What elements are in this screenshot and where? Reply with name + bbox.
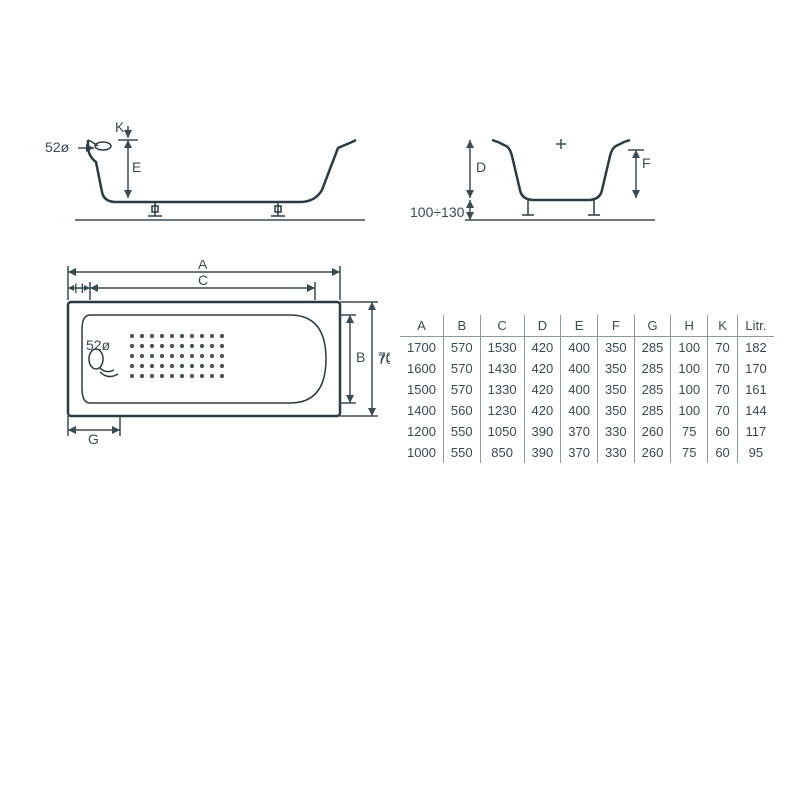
label-b: B <box>356 349 365 365</box>
table-row: 120055010503903703302607560117 <box>400 421 774 442</box>
col-a: A <box>400 315 443 337</box>
col-h: H <box>671 315 708 337</box>
label-g: G <box>88 431 99 447</box>
cross-section: D F 100÷130 <box>410 120 690 235</box>
label-clearance: 100÷130 <box>410 204 465 220</box>
col-litr: Litr. <box>738 315 774 337</box>
table-row: 1400560123042040035028510070144 <box>400 400 774 421</box>
label-overall-b2: 700 <box>378 351 390 367</box>
table-row: 1500570133042040035028510070161 <box>400 379 774 400</box>
col-k: K <box>708 315 738 337</box>
label-d: D <box>476 159 486 175</box>
label-a: A <box>198 260 208 272</box>
label-f: F <box>642 155 651 171</box>
col-e: E <box>561 315 598 337</box>
col-c: C <box>480 315 524 337</box>
col-g: G <box>634 315 671 337</box>
col-d: D <box>524 315 561 337</box>
label-k: K <box>115 120 125 135</box>
dimension-table: ABCDEFGHKLitr.17005701530420400350285100… <box>400 315 774 463</box>
table-row: 1000550850390370330260756095 <box>400 442 774 463</box>
label-e: E <box>132 159 141 175</box>
label-hole-dia-top: 52ø <box>86 337 111 353</box>
side-elevation: K 52ø E <box>40 120 370 235</box>
col-b: B <box>443 315 480 337</box>
table-row: 1700570153042040035028510070182 <box>400 337 774 359</box>
col-f: F <box>597 315 634 337</box>
label-hole-dia-side: 52ø <box>45 139 70 155</box>
table-row: 1600570143042040035028510070170 <box>400 358 774 379</box>
label-c: C <box>198 272 208 288</box>
